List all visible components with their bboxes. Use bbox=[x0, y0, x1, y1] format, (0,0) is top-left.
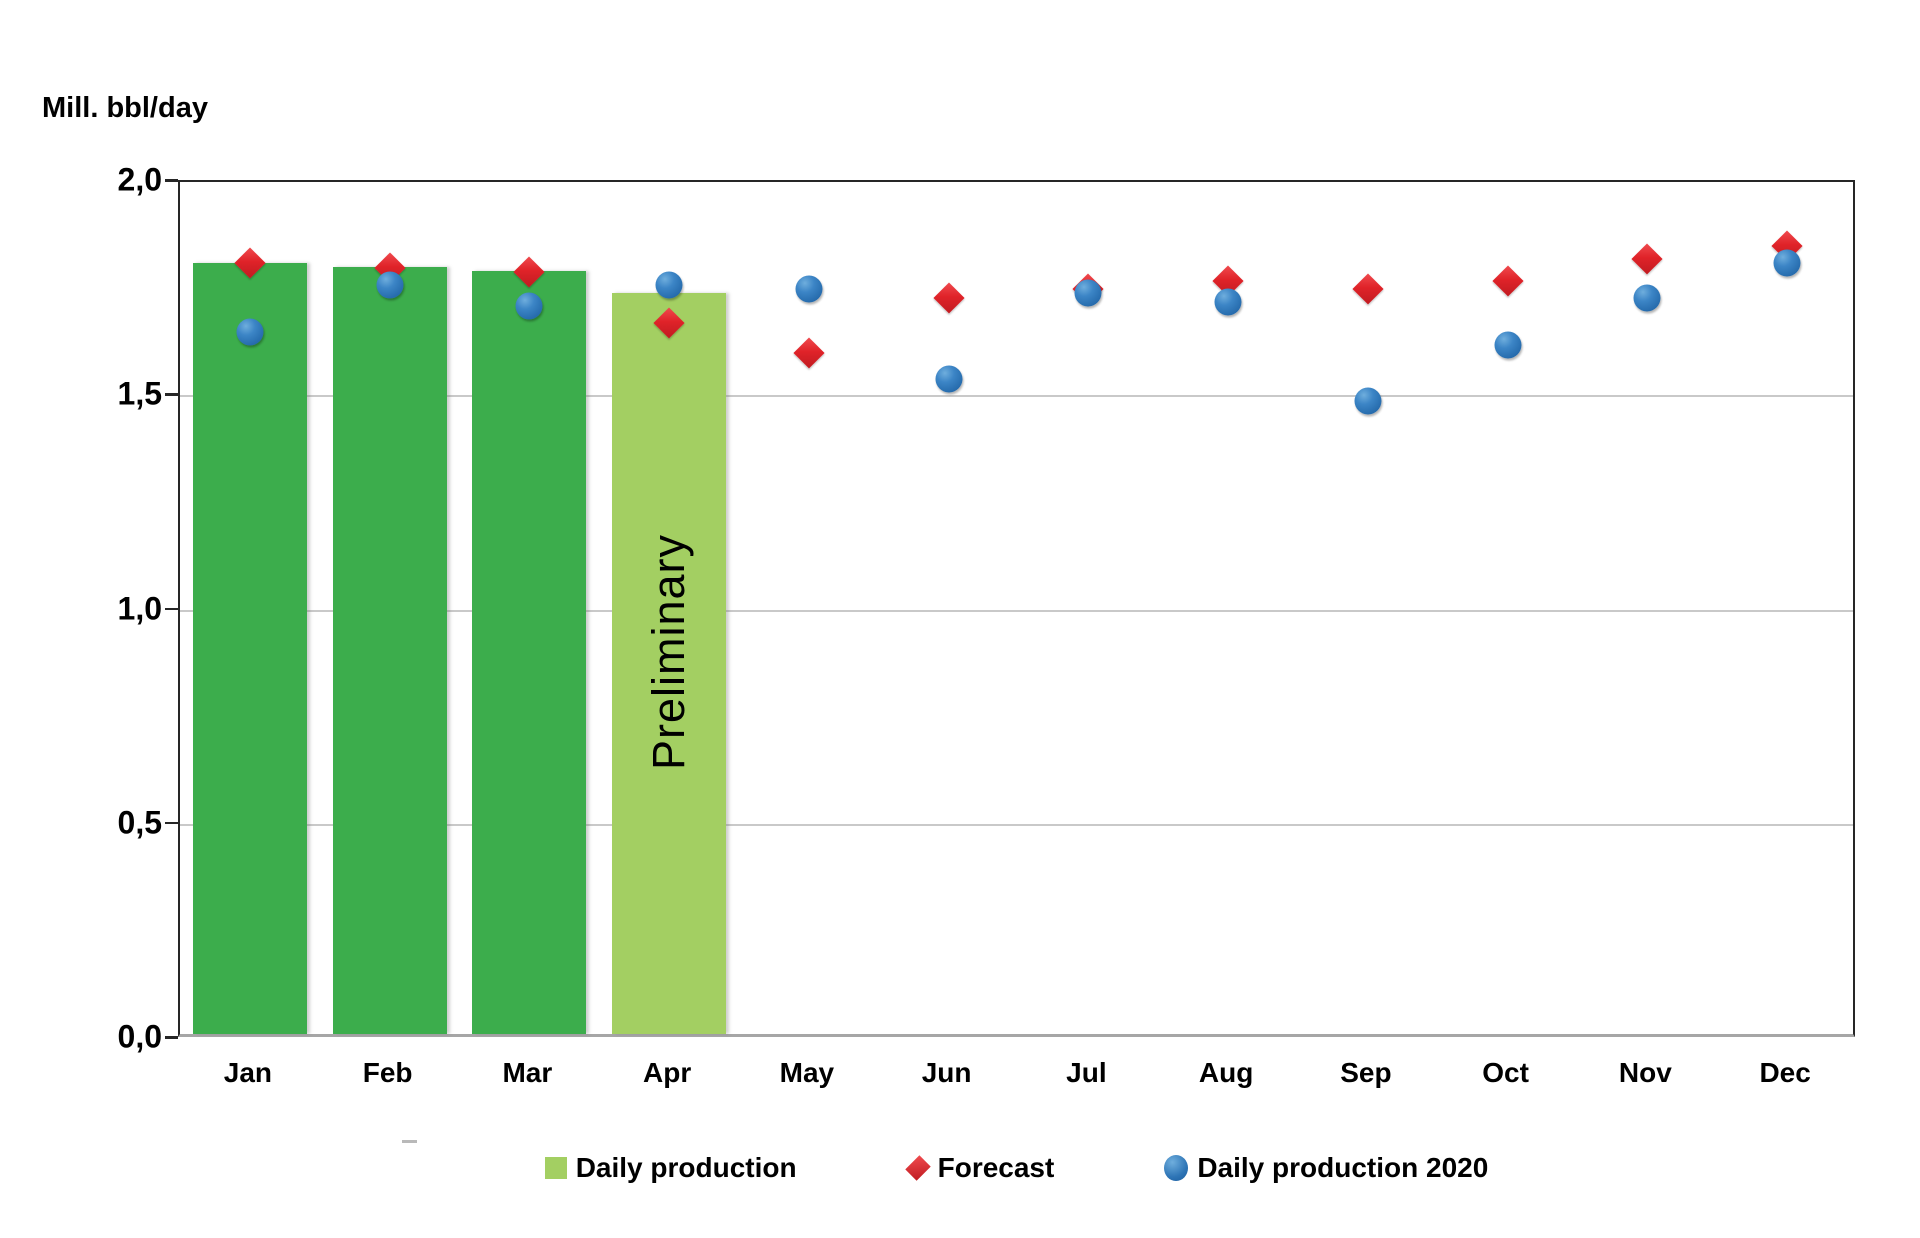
gridline bbox=[180, 395, 1853, 398]
gridline bbox=[180, 823, 1853, 826]
x-axis-month-label: Jun bbox=[921, 1057, 972, 1088]
y-axis-title: Mill. bbl/day bbox=[42, 92, 208, 124]
forecast-diamond-marker bbox=[793, 337, 825, 369]
preliminary-label: Preliminary bbox=[643, 533, 695, 771]
forecast-diamond-marker bbox=[1352, 273, 1384, 305]
y-tick-mark bbox=[165, 179, 178, 182]
y-tick-mark bbox=[165, 821, 178, 825]
x-axis-month-label: Feb bbox=[362, 1057, 413, 1088]
production-2020-circle-marker bbox=[515, 292, 543, 320]
x-axis-month-label: May bbox=[779, 1057, 835, 1088]
legend-item: Forecast bbox=[904, 1152, 1055, 1184]
legend: Daily production Forecast Daily production… bbox=[178, 1152, 1855, 1184]
daily-production-swatch-icon bbox=[544, 1157, 567, 1179]
y-tick-label: 0,5 bbox=[117, 804, 162, 841]
y-tick-label: 0,0 bbox=[117, 1018, 162, 1055]
y-tick-label: 2,0 bbox=[117, 161, 162, 198]
x-axis-month-label: Aug bbox=[1198, 1057, 1254, 1088]
gridline bbox=[180, 609, 1853, 612]
x-axis-month-label: Jan bbox=[223, 1057, 272, 1088]
legend-label: Forecast bbox=[937, 1152, 1055, 1183]
x-axis-month-label: Sep bbox=[1340, 1057, 1392, 1088]
production-2020-circle-icon bbox=[1164, 1155, 1189, 1181]
production-2020-circle-marker bbox=[1773, 249, 1801, 277]
bar bbox=[472, 271, 587, 1034]
forecast-diamond-marker bbox=[1631, 243, 1663, 275]
y-tick-mark bbox=[165, 1036, 178, 1039]
forecast-diamond-icon bbox=[904, 1155, 931, 1181]
production-2020-circle-marker bbox=[1354, 387, 1382, 415]
legend-item: Daily production bbox=[544, 1152, 797, 1184]
x-axis-month-label: Jul bbox=[1066, 1057, 1107, 1088]
x-axis-month-label: Mar bbox=[502, 1057, 553, 1088]
y-tick-label: 1,0 bbox=[117, 590, 162, 626]
stray-dash-artifact bbox=[402, 1140, 417, 1143]
legend-label: Daily production bbox=[575, 1152, 797, 1183]
production-2020-circle-marker bbox=[376, 271, 404, 299]
x-axis-month-label: Apr bbox=[643, 1057, 692, 1088]
production-2020-circle-marker bbox=[795, 275, 823, 303]
forecast-diamond-marker bbox=[933, 282, 965, 314]
production-2020-circle-marker bbox=[236, 318, 264, 346]
production-2020-circle-marker bbox=[655, 271, 683, 299]
y-tick-mark bbox=[165, 393, 178, 396]
legend-label: Daily production 2020 bbox=[1197, 1152, 1489, 1183]
x-axis-month-label: Nov bbox=[1618, 1057, 1672, 1088]
production-2020-circle-marker bbox=[1074, 279, 1102, 307]
bar bbox=[332, 267, 447, 1034]
production-2020-circle-marker bbox=[1214, 288, 1242, 316]
x-axis-month-label: Oct bbox=[1482, 1057, 1529, 1088]
production-2020-circle-marker bbox=[1633, 284, 1661, 312]
production-2020-circle-marker bbox=[935, 365, 963, 393]
production-2020-circle-marker bbox=[1494, 331, 1522, 359]
y-tick-mark bbox=[165, 607, 178, 610]
legend-item: Daily production 2020 bbox=[1164, 1152, 1488, 1184]
y-tick-label: 1,5 bbox=[117, 375, 162, 412]
forecast-diamond-marker bbox=[1492, 264, 1524, 297]
x-axis-month-label: Dec bbox=[1759, 1057, 1811, 1088]
bar-preliminary bbox=[612, 292, 727, 1034]
plot-area: Preliminary bbox=[178, 180, 1855, 1037]
bar bbox=[192, 262, 307, 1034]
